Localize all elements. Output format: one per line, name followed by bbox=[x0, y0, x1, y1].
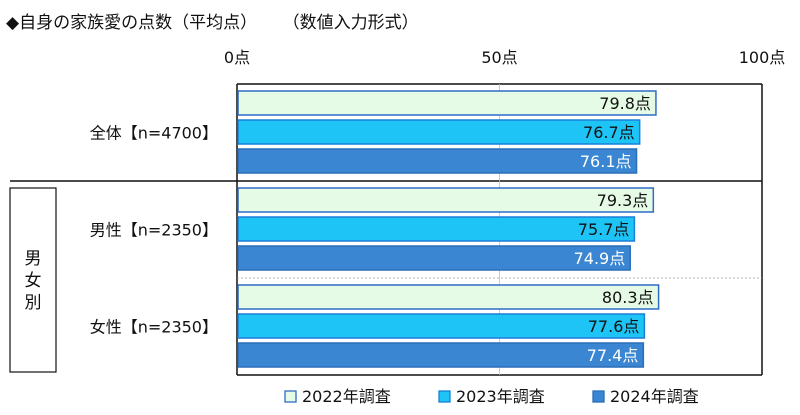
section-label-box bbox=[9, 187, 57, 373]
bar-value-label: 80.3点 bbox=[602, 288, 654, 307]
bar-value-label: 77.6点 bbox=[588, 317, 640, 336]
bar bbox=[237, 187, 655, 213]
bar bbox=[237, 148, 638, 174]
legend-swatch bbox=[284, 390, 297, 403]
x-tick-label: 100点 bbox=[739, 48, 786, 67]
category-label: 女性【n=2350】 bbox=[90, 318, 218, 337]
bar-value-label: 75.7点 bbox=[578, 220, 630, 239]
bar-value-label: 79.8点 bbox=[599, 94, 651, 113]
section-label-char: 別 bbox=[25, 293, 42, 313]
bar-value-label: 79.3点 bbox=[597, 191, 649, 210]
chart-title: ◆自身の家族愛の点数（平均点） （数値入力形式） bbox=[6, 8, 419, 33]
section-label-char: 男 bbox=[25, 249, 42, 269]
bar bbox=[237, 216, 636, 242]
x-tick-label: 50点 bbox=[481, 48, 517, 67]
section-label-char: 女 bbox=[25, 271, 42, 291]
bar bbox=[237, 90, 657, 116]
legend-label: 2024年調査 bbox=[610, 387, 699, 406]
bar bbox=[237, 313, 646, 339]
bar-value-label: 74.9点 bbox=[574, 249, 626, 268]
legend-label: 2023年調査 bbox=[456, 387, 545, 406]
legend-swatch bbox=[438, 390, 451, 403]
category-label: 男性【n=2350】 bbox=[90, 221, 218, 240]
bar bbox=[237, 119, 641, 145]
bar bbox=[237, 284, 660, 310]
bar-value-label: 76.7点 bbox=[583, 123, 635, 142]
bar-value-label: 76.1点 bbox=[580, 152, 632, 171]
category-label: 全体【n=4700】 bbox=[90, 124, 218, 143]
legend-label: 2022年調査 bbox=[302, 387, 391, 406]
chart-subtitle: （数値入力形式） bbox=[291, 13, 419, 33]
bar bbox=[237, 342, 645, 368]
bar-value-label: 77.4点 bbox=[587, 346, 639, 365]
chart-title-text: ◆自身の家族愛の点数（平均点） bbox=[6, 13, 258, 33]
x-tick-label: 0点 bbox=[224, 48, 250, 67]
legend-swatch bbox=[592, 390, 605, 403]
bar bbox=[237, 245, 631, 271]
